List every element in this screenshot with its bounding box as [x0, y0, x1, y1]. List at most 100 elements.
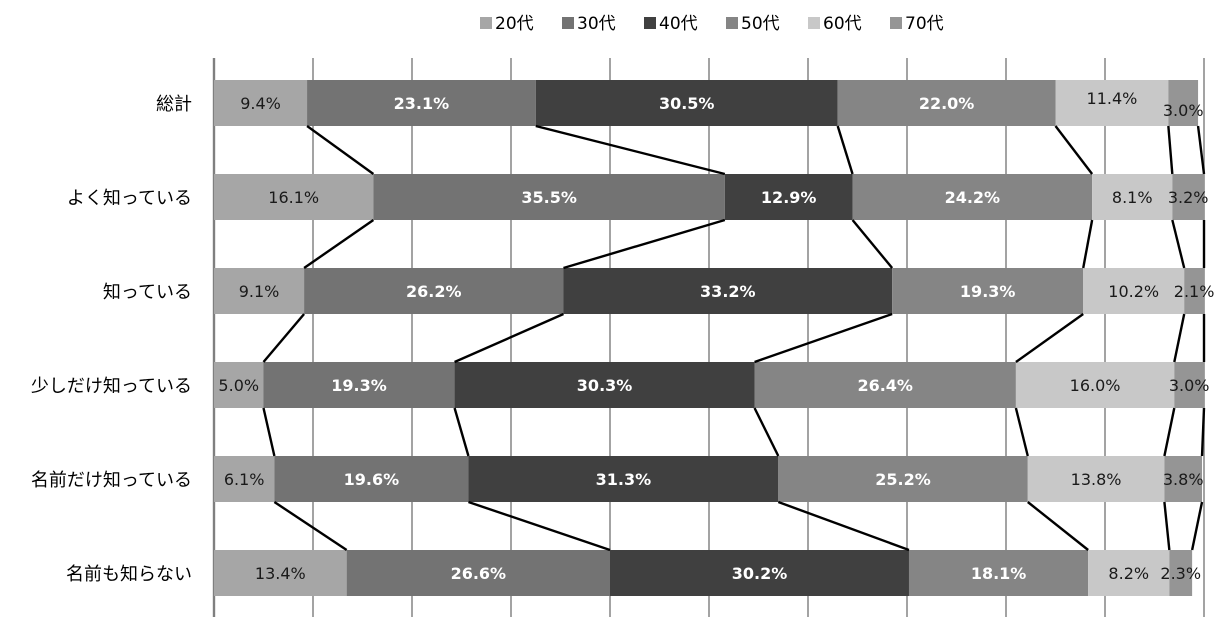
series-line	[468, 500, 611, 552]
series-line	[453, 407, 470, 457]
legend-label: 30代	[577, 14, 616, 34]
bar-segment	[852, 174, 1093, 220]
bar-segment	[214, 550, 347, 596]
bar-segment	[346, 550, 610, 596]
series-line	[753, 407, 780, 457]
legend-swatch	[726, 17, 738, 29]
series-line	[273, 501, 348, 551]
series-line	[836, 125, 854, 175]
bar-segment	[263, 362, 455, 408]
data-label: 19.3%	[960, 282, 1016, 301]
data-label: 23.1%	[394, 94, 450, 113]
data-label: 16.1%	[268, 188, 319, 207]
legend-swatch	[644, 17, 656, 29]
bars	[214, 80, 1204, 596]
data-label: 13.8%	[1071, 470, 1122, 489]
legend-label: 40代	[659, 14, 698, 34]
series-line	[1015, 313, 1084, 363]
bar-segment	[1168, 80, 1199, 126]
series-line	[303, 219, 375, 269]
data-label: 3.0%	[1169, 376, 1210, 395]
series-line	[1027, 501, 1089, 551]
series-line	[1163, 501, 1171, 551]
bar-segment	[1015, 362, 1175, 408]
data-label: 30.5%	[659, 94, 715, 113]
bar-segment	[1164, 456, 1203, 502]
legend-swatch	[562, 17, 574, 29]
legend-swatch	[890, 17, 902, 29]
series-line	[1167, 125, 1174, 175]
category-label: 知っている	[103, 282, 192, 303]
series-line	[1196, 125, 1206, 175]
data-label: 31.3%	[596, 470, 652, 489]
data-label: 8.1%	[1112, 188, 1153, 207]
data-label: 30.2%	[732, 564, 788, 583]
series-lines	[262, 124, 1206, 552]
data-label: 13.4%	[255, 564, 306, 583]
legend-label: 70代	[905, 14, 944, 34]
bar-segment	[1055, 80, 1169, 126]
legend-swatch	[808, 17, 820, 29]
data-label: 26.4%	[857, 376, 913, 395]
legend-label: 20代	[495, 14, 534, 34]
data-label: 33.2%	[700, 282, 756, 301]
bar-segment	[373, 174, 725, 220]
data-label: 19.6%	[344, 470, 400, 489]
bar-segment	[214, 80, 308, 126]
bar-segment	[754, 362, 1016, 408]
category-label: 名前も知らない	[66, 564, 192, 585]
bar-segment	[563, 268, 893, 314]
bar-segment	[214, 362, 264, 408]
series-line	[1054, 125, 1094, 175]
data-label: 8.2%	[1108, 564, 1149, 583]
data-label: 25.2%	[875, 470, 931, 489]
bar-segment	[214, 268, 305, 314]
data-label: 2.1%	[1174, 282, 1215, 301]
bar-segment	[214, 456, 275, 502]
bar-segment	[1172, 174, 1204, 220]
bar-segment	[454, 362, 755, 408]
bar-segment	[1169, 550, 1193, 596]
bar-segment	[535, 80, 838, 126]
data-label: 2.3%	[1160, 564, 1201, 583]
series-line	[563, 218, 726, 270]
gridlines	[212, 58, 1205, 617]
category-label: 名前だけ知っている	[31, 470, 192, 491]
series-line	[1171, 219, 1186, 269]
data-label: 5.0%	[218, 376, 259, 395]
data-labels: 9.4% 23.1% 30.5% 22.0% 11.4% 3.0% 16.1% 35.5% 12…	[218, 89, 1214, 583]
legend-label: 60代	[823, 14, 862, 34]
bar-segment	[1027, 456, 1165, 502]
data-label: 3.2%	[1168, 188, 1209, 207]
series-line	[1200, 407, 1206, 457]
bar-segment	[1083, 268, 1185, 314]
bar-segment	[908, 550, 1089, 596]
bar-segment	[778, 456, 1028, 502]
data-label: 26.2%	[406, 282, 462, 301]
series-line	[262, 313, 306, 363]
data-label: 3.0%	[1163, 101, 1204, 120]
series-line	[306, 125, 375, 175]
category-label: 少しだけ知っている	[31, 376, 192, 397]
series-line	[754, 312, 893, 364]
data-label: 9.1%	[239, 282, 280, 301]
series-line	[777, 500, 910, 552]
series-line	[535, 124, 726, 176]
bar-segment	[724, 174, 853, 220]
data-label: 30.3%	[577, 376, 633, 395]
bar-segment	[468, 456, 779, 502]
bar-segment	[892, 268, 1084, 314]
bar-segment	[837, 80, 1056, 126]
data-label: 18.1%	[971, 564, 1027, 583]
legend: 20代 30代 40代 50代 60代 70代	[480, 14, 944, 34]
data-label: 22.0%	[919, 94, 975, 113]
series-line	[1014, 407, 1029, 457]
bar-segment	[1092, 174, 1173, 220]
bar-segment	[1174, 362, 1204, 408]
category-label: よく知っている	[67, 188, 192, 209]
series-line	[262, 407, 276, 457]
series-line	[1173, 313, 1186, 363]
